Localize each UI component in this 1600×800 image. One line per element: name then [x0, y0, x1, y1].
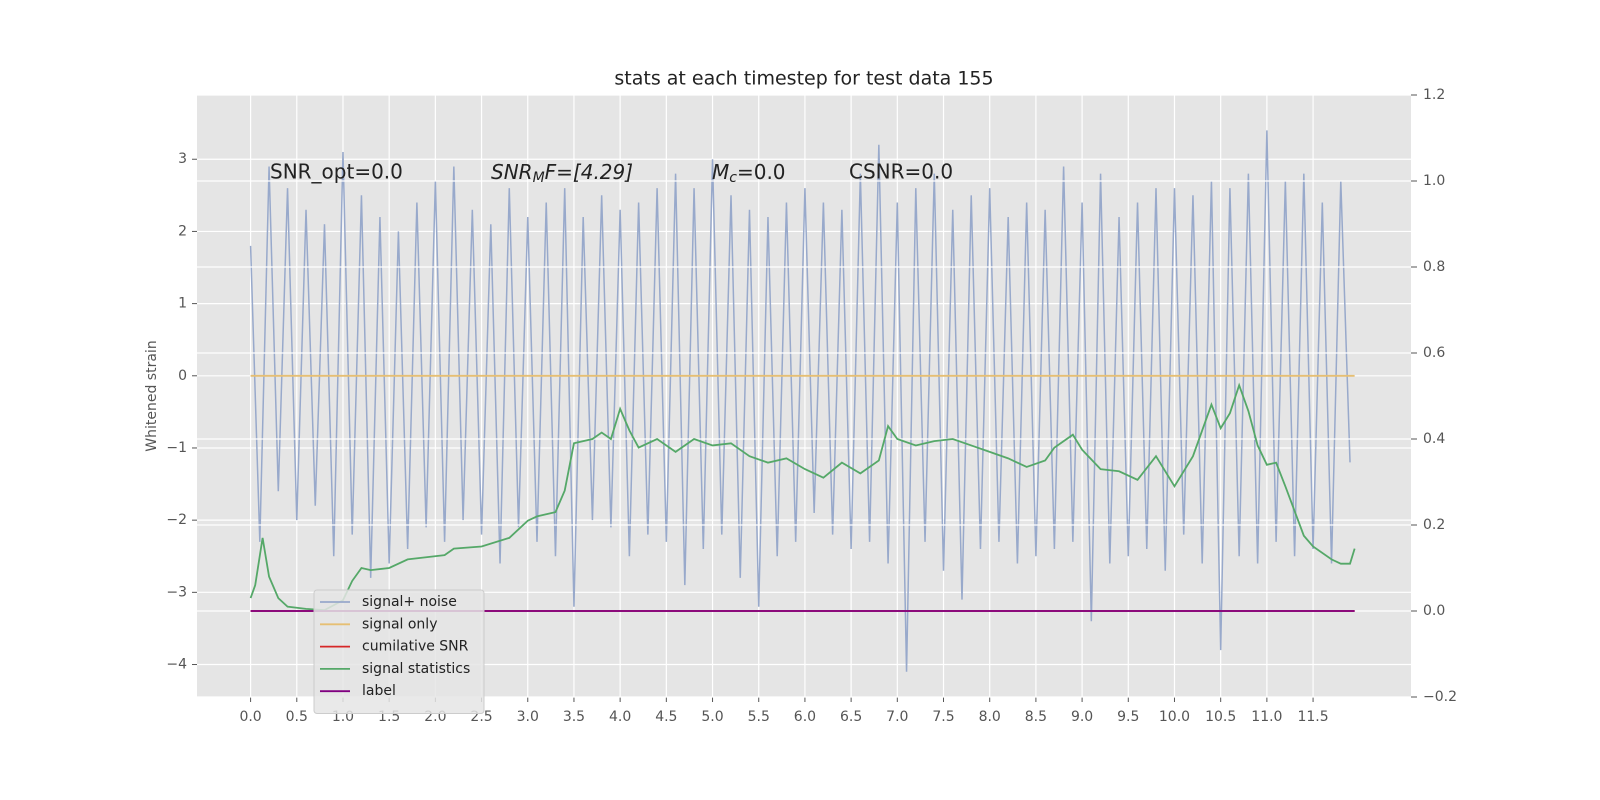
x-tick-label: 10.0: [1159, 709, 1190, 725]
legend-label: cumilative SNR: [362, 639, 469, 655]
x-tick-label: 3.5: [563, 709, 585, 725]
x-tick-label: 10.5: [1205, 709, 1236, 725]
y2-tick-label: 1.0: [1423, 173, 1445, 189]
x-tick-label: 8.5: [1025, 709, 1047, 725]
y2-tick-label: 0.4: [1423, 431, 1445, 447]
x-tick-label: 6.5: [840, 709, 862, 725]
x-tick-label: 0.5: [286, 709, 308, 725]
y2-tick-label: 0.0: [1423, 603, 1445, 619]
y-tick-label: 3: [178, 151, 187, 167]
series-line: [249, 130, 1351, 672]
annotation: SNR_opt=0.0: [270, 160, 403, 184]
y-axis-label: Whitened strain: [144, 340, 160, 451]
annotation-after: =0.0: [737, 160, 786, 184]
y2-tick-label: 0.6: [1423, 345, 1445, 361]
x-tick-label: 7.0: [886, 709, 908, 725]
legend-label: signal statistics: [362, 661, 470, 677]
x-tick-label: 0.0: [239, 709, 261, 725]
annotation-after: F=[4.29]: [545, 160, 633, 184]
legend-label: label: [362, 683, 396, 699]
annotation-base: M: [712, 160, 729, 184]
y-tick-label: −1: [166, 440, 187, 456]
legend-label: signal only: [362, 616, 437, 632]
annotation: SNRMF=[4.29]: [491, 160, 633, 187]
x-tick-label: 11.0: [1251, 709, 1282, 725]
annotation-base: SNR: [491, 160, 533, 184]
legend-label: signal+ noise: [362, 594, 457, 610]
x-tick-label: 7.5: [932, 709, 954, 725]
y-tick-label: 1: [178, 296, 187, 312]
x-tick-label: 9.5: [1117, 709, 1139, 725]
y2-tick-label: 0.2: [1423, 517, 1445, 533]
series-line: [249, 382, 1356, 612]
y-tick-label: −3: [166, 584, 187, 600]
legend-box: [313, 589, 485, 714]
y-tick-label: 2: [178, 223, 187, 239]
chart-title: stats at each timestep for test data 155: [614, 68, 993, 90]
x-tick-label: 8.0: [979, 709, 1001, 725]
y2-tick-label: 1.2: [1423, 87, 1445, 103]
x-tick-label: 6.0: [794, 709, 816, 725]
y-tick-label: −4: [166, 657, 187, 673]
y-tick-label: −2: [166, 512, 187, 528]
x-tick-label: 3.0: [517, 709, 539, 725]
y2-tick-label: −0.2: [1423, 689, 1457, 705]
y-tick-label: 0: [178, 368, 187, 384]
x-tick-label: 4.5: [655, 709, 677, 725]
x-tick-label: 9.0: [1071, 709, 1093, 725]
y2-tick-label: 0.8: [1423, 259, 1445, 275]
annotation-sub: c: [729, 170, 737, 186]
x-tick-label: 4.0: [609, 709, 631, 725]
annotation: Mc=0.0: [712, 160, 786, 187]
annotation: CSNR=0.0: [849, 160, 953, 184]
x-tick-label: 5.5: [748, 709, 770, 725]
x-tick-label: 5.0: [701, 709, 723, 725]
x-tick-label: 11.5: [1297, 709, 1328, 725]
annotation-sub: M: [533, 170, 545, 186]
